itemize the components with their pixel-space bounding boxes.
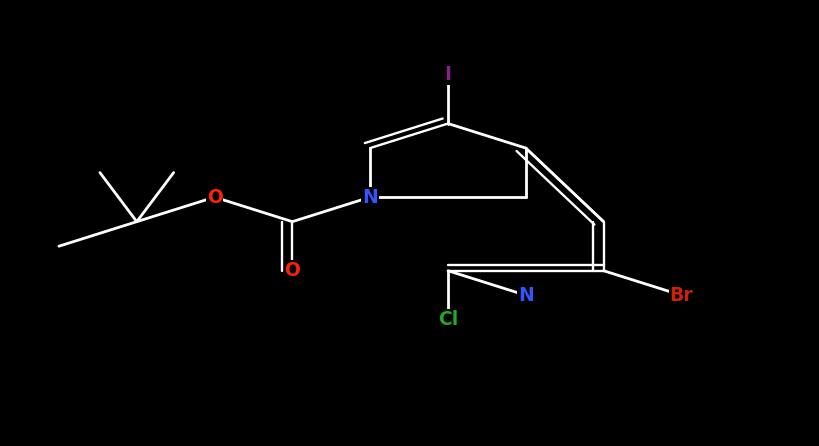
Text: N: N	[362, 188, 378, 206]
Text: O: O	[284, 261, 301, 280]
Text: Cl: Cl	[438, 310, 458, 329]
Text: N: N	[518, 286, 534, 305]
Text: I: I	[445, 65, 451, 84]
Text: Br: Br	[670, 286, 693, 305]
Text: O: O	[206, 188, 223, 206]
